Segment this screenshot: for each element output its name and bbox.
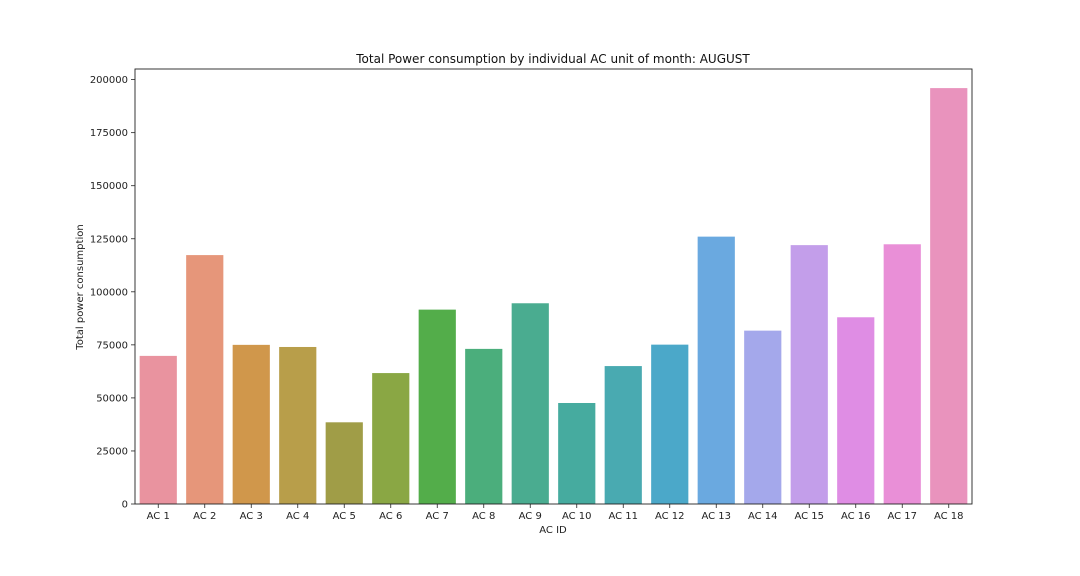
bar-ac-17 xyxy=(883,244,921,504)
y-axis-label: Total power consumption xyxy=(75,224,86,350)
bar-ac-18 xyxy=(930,88,968,504)
x-tick-label: AC 13 xyxy=(701,511,731,522)
chart-title: Total Power consumption by individual AC… xyxy=(355,52,750,66)
bar-ac-9 xyxy=(511,303,549,504)
y-tick-label: 150000 xyxy=(90,181,128,192)
x-tick-label: AC 10 xyxy=(562,511,592,522)
bar-ac-16 xyxy=(837,317,875,504)
y-tick-label: 125000 xyxy=(90,234,128,245)
x-tick-label: AC 12 xyxy=(655,511,685,522)
y-axis: 0 25000 50000 75000 100000 125000 150000 175000… xyxy=(90,75,135,511)
y-tick-label: 50000 xyxy=(96,393,128,404)
bar-ac-12 xyxy=(651,344,689,504)
bar-ac-14 xyxy=(744,330,782,504)
bar-ac-2 xyxy=(186,255,224,504)
y-tick-label: 75000 xyxy=(96,340,128,351)
bar-ac-13 xyxy=(697,236,735,504)
y-tick-label: 200000 xyxy=(90,75,128,86)
x-axis-label: AC ID xyxy=(539,525,567,536)
x-tick-label: AC 11 xyxy=(608,511,638,522)
bar-ac-8 xyxy=(465,348,503,504)
x-axis: AC 1 AC 2 AC 3 AC 4 AC 5 AC 6 AC 7 AC 8 AC 9 AC 1… xyxy=(147,504,964,522)
x-tick-label: AC 3 xyxy=(240,511,263,522)
x-tick-label: AC 6 xyxy=(379,511,402,522)
y-tick-label: 25000 xyxy=(96,446,128,457)
bar-ac-5 xyxy=(325,422,363,504)
x-tick-label: AC 2 xyxy=(193,511,216,522)
x-tick-label: AC 8 xyxy=(472,511,495,522)
y-tick-label: 100000 xyxy=(90,287,128,298)
x-tick-label: AC 15 xyxy=(794,511,824,522)
bar-ac-6 xyxy=(372,373,410,504)
x-tick-label: AC 5 xyxy=(333,511,356,522)
y-tick-label: 175000 xyxy=(90,128,128,139)
x-tick-label: AC 1 xyxy=(147,511,170,522)
bars-group xyxy=(139,88,968,504)
bar-ac-3 xyxy=(232,344,270,504)
x-tick-label: AC 14 xyxy=(748,511,778,522)
bar-ac-7 xyxy=(418,309,456,504)
x-tick-label: AC 9 xyxy=(519,511,542,522)
x-tick-label: AC 4 xyxy=(286,511,309,522)
bar-ac-10 xyxy=(558,402,596,504)
bar-ac-1 xyxy=(139,355,177,504)
x-tick-label: AC 17 xyxy=(887,511,917,522)
y-tick-label: 0 xyxy=(122,500,128,511)
x-tick-label: AC 18 xyxy=(934,511,964,522)
x-tick-label: AC 7 xyxy=(426,511,449,522)
bar-ac-4 xyxy=(279,346,317,504)
bar-ac-11 xyxy=(604,366,642,504)
x-tick-label: AC 16 xyxy=(841,511,871,522)
bar-ac-15 xyxy=(790,245,828,504)
plot-frame xyxy=(134,68,973,505)
